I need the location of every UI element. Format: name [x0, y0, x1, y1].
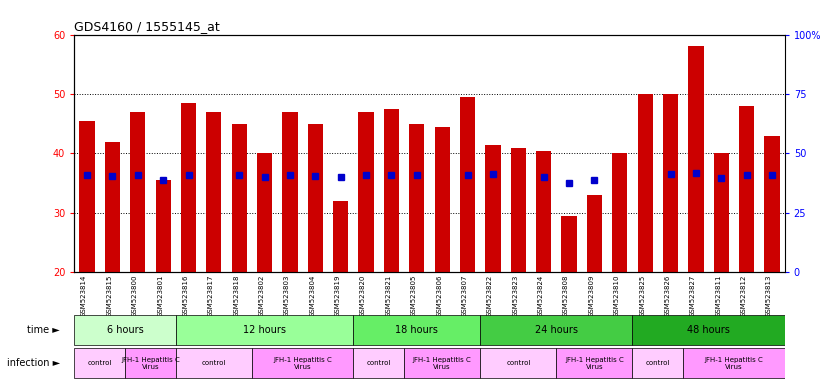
Text: GSM523810: GSM523810 [614, 275, 620, 317]
Text: GSM523827: GSM523827 [690, 275, 695, 317]
Text: GSM523804: GSM523804 [310, 275, 316, 317]
Text: infection ►: infection ► [7, 358, 60, 368]
Bar [384, 109, 399, 272]
Bar [282, 112, 297, 272]
Text: control: control [646, 361, 670, 366]
Text: 12 hours: 12 hours [243, 325, 286, 335]
Text: control: control [506, 361, 530, 366]
Text: GSM523802: GSM523802 [259, 275, 264, 317]
Text: GSM523820: GSM523820 [360, 275, 366, 317]
Bar [638, 94, 653, 272]
Bar [131, 112, 145, 272]
Text: GSM523811: GSM523811 [715, 275, 721, 317]
Bar [176, 315, 354, 345]
Text: JFH-1 Hepatitis C
Virus: JFH-1 Hepatitis C Virus [413, 357, 472, 370]
Bar [308, 124, 323, 272]
Text: 48 hours: 48 hours [687, 325, 730, 335]
Bar [688, 46, 704, 272]
Text: control: control [88, 361, 112, 366]
Text: GSM523826: GSM523826 [665, 275, 671, 317]
Bar [557, 348, 633, 379]
Text: JFH-1 Hepatitis C
Virus: JFH-1 Hepatitis C Virus [565, 357, 624, 370]
Text: control: control [367, 361, 391, 366]
Bar [354, 348, 404, 379]
Bar [460, 97, 475, 272]
Bar [480, 315, 633, 345]
Bar [257, 154, 273, 272]
Bar [480, 348, 557, 379]
Text: GSM523824: GSM523824 [538, 275, 544, 317]
Text: GSM523808: GSM523808 [563, 275, 569, 317]
Text: GSM523800: GSM523800 [132, 275, 138, 317]
Text: GSM523801: GSM523801 [157, 275, 164, 317]
Text: GSM523812: GSM523812 [741, 275, 747, 317]
Bar [354, 315, 480, 345]
Text: 18 hours: 18 hours [396, 325, 439, 335]
Text: GSM523817: GSM523817 [208, 275, 214, 317]
Bar [683, 348, 785, 379]
Text: GSM523819: GSM523819 [335, 275, 340, 317]
Bar [510, 147, 526, 272]
Bar [404, 348, 480, 379]
Bar [333, 201, 349, 272]
Bar [434, 127, 450, 272]
Bar [252, 348, 354, 379]
Text: GDS4160 / 1555145_at: GDS4160 / 1555145_at [74, 20, 220, 33]
Bar [764, 136, 780, 272]
Bar [231, 124, 247, 272]
Bar [125, 348, 176, 379]
Bar [181, 103, 196, 272]
Bar [663, 94, 678, 272]
Text: JFH-1 Hepatitis C
Virus: JFH-1 Hepatitis C Virus [121, 357, 180, 370]
Bar [176, 348, 252, 379]
Text: 24 hours: 24 hours [535, 325, 578, 335]
Text: GSM523815: GSM523815 [107, 275, 112, 317]
Bar [206, 112, 221, 272]
Text: GSM523814: GSM523814 [81, 275, 87, 317]
Bar [562, 216, 577, 272]
Text: GSM523818: GSM523818 [233, 275, 240, 317]
Text: JFH-1 Hepatitis C
Virus: JFH-1 Hepatitis C Virus [705, 357, 763, 370]
Bar [633, 348, 683, 379]
Bar [74, 348, 125, 379]
Text: GSM523813: GSM523813 [766, 275, 772, 317]
Bar [358, 112, 373, 272]
Text: control: control [202, 361, 226, 366]
Text: GSM523806: GSM523806 [436, 275, 442, 317]
Bar [409, 124, 425, 272]
Bar [633, 315, 785, 345]
Bar [155, 180, 171, 272]
Text: 6 hours: 6 hours [107, 325, 144, 335]
Bar [79, 121, 95, 272]
Bar [486, 144, 501, 272]
Text: GSM523807: GSM523807 [462, 275, 468, 317]
Text: GSM523825: GSM523825 [639, 275, 645, 317]
Text: GSM523809: GSM523809 [588, 275, 595, 317]
Bar [612, 154, 628, 272]
Text: GSM523816: GSM523816 [183, 275, 188, 317]
Text: GSM523803: GSM523803 [284, 275, 290, 317]
Bar [714, 154, 729, 272]
Text: GSM523822: GSM523822 [487, 275, 493, 317]
Bar [536, 151, 551, 272]
Text: GSM523823: GSM523823 [512, 275, 519, 317]
Bar [739, 106, 754, 272]
Text: JFH-1 Hepatitis C
Virus: JFH-1 Hepatitis C Virus [273, 357, 332, 370]
Bar [586, 195, 602, 272]
Text: GSM523805: GSM523805 [411, 275, 417, 317]
Bar [74, 315, 176, 345]
Text: GSM523821: GSM523821 [386, 275, 392, 317]
Text: time ►: time ► [27, 325, 60, 335]
Bar [105, 142, 120, 272]
